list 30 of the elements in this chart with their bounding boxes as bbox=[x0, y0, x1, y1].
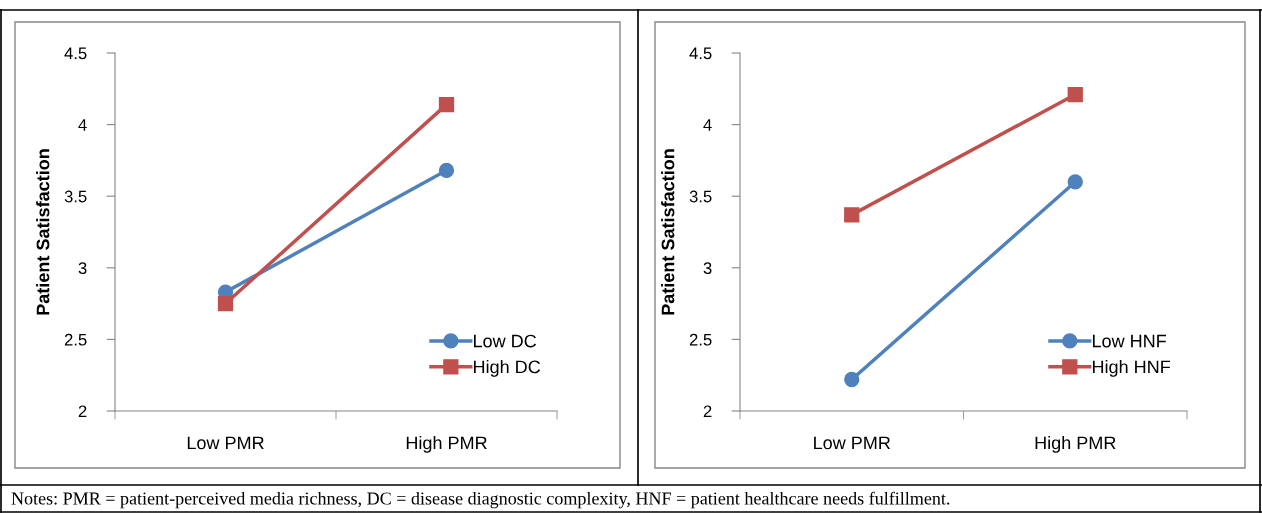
y-tick-label: 3.5 bbox=[64, 190, 87, 203]
y-axis-title: Patient Satisfaction bbox=[661, 149, 675, 315]
point bbox=[438, 162, 455, 179]
legend-label: High HNF bbox=[1092, 360, 1171, 377]
legend-label: Low DC bbox=[474, 334, 537, 348]
y-tick-label: 4 bbox=[78, 119, 87, 131]
y-tick-label: 4.5 bbox=[64, 47, 87, 60]
legend-label: High DC bbox=[474, 360, 541, 377]
point bbox=[1067, 86, 1083, 103]
y-tick-label: 2.5 bbox=[64, 333, 87, 346]
y-tick-label: 2 bbox=[703, 405, 712, 418]
x-tick-label: Low PMR bbox=[814, 436, 891, 450]
y-tick-label: 3 bbox=[703, 262, 712, 274]
y-axis-title: Patient Satisfaction bbox=[36, 149, 50, 315]
point bbox=[844, 371, 860, 388]
y-tick-label: 4 bbox=[703, 119, 712, 131]
y-tick-label: 2.5 bbox=[689, 333, 712, 346]
x-tick-label: Low PMR bbox=[187, 436, 264, 450]
y-tick-label: 3 bbox=[78, 262, 87, 274]
text: Notes: PMR = patient-perceived media richness, DC = disease diagnostic complexity, HNF = patient healthcare needs fulfillment. bbox=[11, 491, 950, 509]
x-tick-label: High PMR bbox=[406, 436, 487, 453]
point bbox=[1067, 174, 1083, 190]
y-tick-label: 2 bbox=[78, 405, 87, 418]
legend-label: Low HNF bbox=[1092, 334, 1167, 348]
y-tick-label: 4.5 bbox=[689, 47, 712, 60]
point bbox=[844, 207, 860, 223]
point bbox=[217, 295, 234, 312]
x-tick-label: High PMR bbox=[1035, 436, 1116, 453]
y-tick-label: 3.5 bbox=[689, 190, 712, 203]
point bbox=[438, 96, 455, 113]
